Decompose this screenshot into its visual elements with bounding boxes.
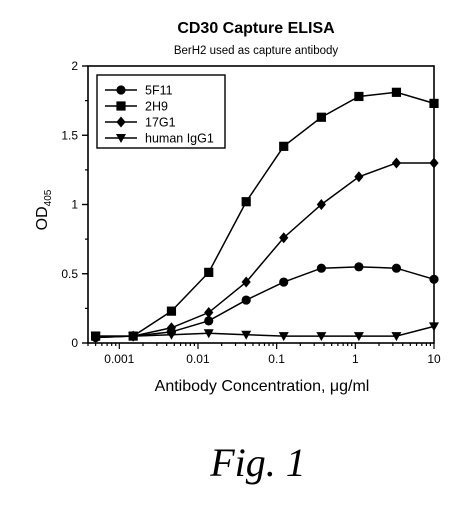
- data-point-2h9: [316, 112, 326, 122]
- data-point-human-igg1: [166, 330, 177, 340]
- legend-label: 17G1: [145, 116, 176, 130]
- x-axis-label: Antibody Concentration, μg/ml: [155, 378, 370, 395]
- y-axis: 0 0.5 1 1.5 2: [61, 59, 88, 350]
- legend-item-5f11: 5F11: [105, 84, 173, 98]
- legend-item-human-igg1: human IgG1: [105, 132, 214, 146]
- figure-caption: Fig. 1: [209, 440, 306, 485]
- data-point-5f11: [354, 262, 364, 272]
- legend-label: 2H9: [145, 100, 168, 114]
- legend: 5F11 2H9 17G1 human IgG1: [96, 74, 226, 149]
- legend-marker-human-igg1: [116, 134, 126, 143]
- y-tick-label: 1.5: [61, 128, 78, 142]
- y-axis-label-subscript: 405: [43, 189, 54, 206]
- data-point-17g1: [429, 157, 439, 169]
- data-point-17g1: [354, 171, 364, 183]
- series-line-2h9: [95, 91, 435, 337]
- data-point-2h9: [391, 87, 402, 97]
- data-point-human-igg1: [241, 330, 252, 340]
- legend-marker-17g1: [116, 116, 126, 128]
- data-point-human-igg1: [278, 332, 289, 342]
- data-point-2h9: [279, 141, 289, 151]
- series-17g1: [91, 157, 439, 343]
- data-point-2h9: [166, 306, 177, 316]
- y-tick-label: 0.5: [61, 267, 78, 281]
- series-line-5f11: [95, 266, 435, 339]
- data-point-2h9: [429, 98, 439, 108]
- data-point-human-igg1: [391, 332, 402, 342]
- data-point-17g1: [166, 322, 177, 334]
- data-point-human-igg1: [353, 332, 364, 342]
- y-tick-label: 1: [71, 198, 78, 212]
- x-tick-label: 0.01: [186, 352, 210, 366]
- data-point-2h9: [354, 91, 364, 102]
- data-point-human-igg1: [203, 329, 214, 339]
- data-point-17g1: [204, 307, 214, 319]
- data-point-5f11: [279, 277, 289, 287]
- data-point-5f11: [429, 274, 439, 284]
- legend-item-2h9: 2H9: [105, 100, 168, 114]
- chart-title: CD30 Capture ELISA: [177, 20, 335, 37]
- data-point-human-igg1: [128, 332, 139, 342]
- y-axis-label-main: OD: [34, 206, 51, 230]
- data-point-17g1: [279, 232, 289, 244]
- data-point-2h9: [241, 197, 251, 207]
- data-point-5f11: [391, 263, 402, 273]
- series-layer: [90, 87, 439, 343]
- y-tick-label: 2: [71, 59, 78, 73]
- series-line-17g1: [95, 162, 434, 339]
- data-point-17g1: [316, 199, 326, 210]
- data-point-5f11: [316, 263, 326, 273]
- data-point-5f11: [204, 316, 214, 326]
- x-tick-label: 10: [427, 352, 441, 366]
- data-point-5f11: [241, 295, 251, 305]
- legend-marker-5f11: [116, 85, 126, 95]
- x-tick-label: 1: [352, 352, 359, 366]
- legend-marker-2h9: [116, 101, 126, 111]
- data-point-17g1: [391, 157, 402, 169]
- series-human-igg1: [90, 322, 439, 342]
- data-point-2h9: [204, 267, 214, 277]
- y-tick-label: 0: [71, 336, 78, 350]
- data-point-human-igg1: [429, 322, 439, 332]
- data-point-human-igg1: [90, 332, 101, 342]
- legend-label: 5F11: [145, 84, 173, 98]
- x-tick-label: 0.1: [268, 352, 285, 366]
- data-point-human-igg1: [316, 332, 327, 342]
- data-point-17g1: [241, 276, 251, 288]
- series-line-human-igg1: [95, 325, 435, 337]
- chart-subtitle: BerH2 used as capture antibody: [174, 45, 339, 57]
- legend-label: human IgG1: [145, 132, 214, 146]
- x-axis: 0.001 0.01 0.1 1 10: [87, 343, 441, 366]
- legend-item-17g1: 17G1: [105, 116, 176, 130]
- y-axis-label: OD405: [34, 189, 54, 230]
- x-tick-label: 0.001: [104, 352, 134, 366]
